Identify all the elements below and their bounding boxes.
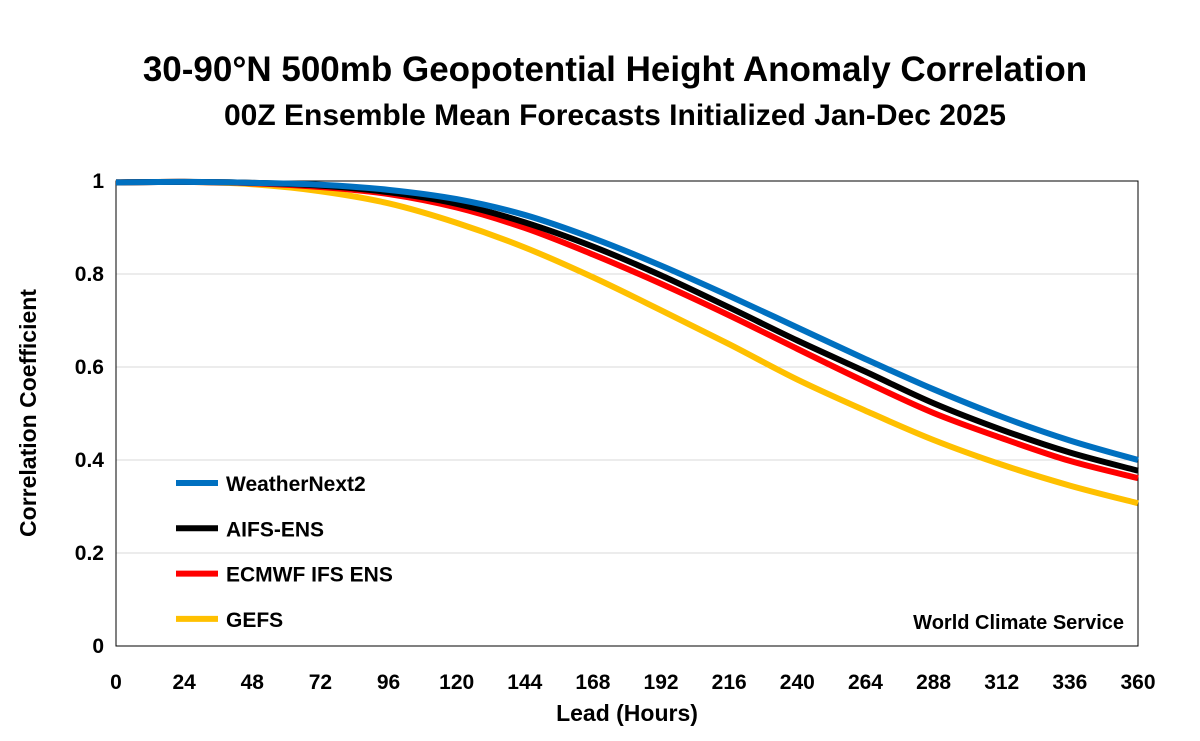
legend-label-ecmwf-ifs-ens: ECMWF IFS ENS: [226, 564, 393, 587]
y-tick-label: 0.2: [75, 542, 104, 565]
legend: WeatherNext2 AIFS-ENS ECMWF IFS ENS GEFS: [176, 473, 393, 632]
x-tick-label: 360: [1120, 671, 1155, 694]
x-tick-label: 48: [241, 671, 265, 694]
x-tick-label: 120: [439, 671, 474, 694]
x-tick-label: 312: [984, 671, 1019, 694]
x-axis-tick-labels: 0 24 48 72 96 120 144 168 192 216 240 264 288 312 336 3…: [110, 671, 1155, 694]
x-tick-label: 0: [110, 671, 122, 694]
x-tick-label: 264: [848, 671, 883, 694]
plot-area-border: [115, 180, 1139, 647]
y-tick-label: 0.4: [75, 449, 105, 472]
y-axis-title: Correlation Coefficient: [15, 289, 41, 537]
chart-subtitle: 00Z Ensemble Mean Forecasts Initialized …: [224, 99, 1006, 132]
legend-label-gefs: GEFS: [226, 609, 283, 632]
x-tick-label: 216: [712, 671, 747, 694]
series-line-aifs-ens: [115, 178, 1139, 474]
x-tick-label: 72: [309, 671, 332, 694]
y-axis-tick-labels: 0 0.2 0.4 0.6 0.8 1: [75, 170, 105, 658]
x-tick-label: 144: [507, 671, 542, 694]
series-lines: [115, 178, 1139, 507]
legend-label-aifs-ens: AIFS-ENS: [226, 518, 324, 541]
y-tick-label: 0.6: [75, 356, 104, 379]
y-tick-label: 0: [92, 635, 104, 658]
x-tick-label: 240: [780, 671, 815, 694]
series-line-weathernext2: [115, 178, 1139, 463]
legend-label-weathernext2: WeatherNext2: [226, 473, 366, 496]
x-tick-label: 168: [575, 671, 610, 694]
chart-title: 30-90°N 500mb Geopotential Height Anomal…: [142, 50, 1088, 89]
title-block: 30-90°N 500mb Geopotential Height Anomal…: [0, 48, 1200, 136]
x-tick-label: 288: [916, 671, 951, 694]
y-tick-label: 0.8: [75, 263, 105, 286]
x-tick-label: 96: [377, 671, 400, 694]
x-tick-label: 336: [1052, 671, 1087, 694]
x-tick-label: 192: [644, 671, 679, 694]
y-tick-label: 1: [92, 170, 104, 193]
x-tick-label: 24: [172, 671, 196, 694]
watermark-annotation: World Climate Service: [913, 612, 1124, 634]
x-axis-title: Lead (Hours): [556, 700, 698, 726]
series-line-gefs: [115, 178, 1139, 507]
gridlines: [116, 273, 1138, 554]
series-line-ecmwf-ifs-ens: [115, 178, 1139, 482]
